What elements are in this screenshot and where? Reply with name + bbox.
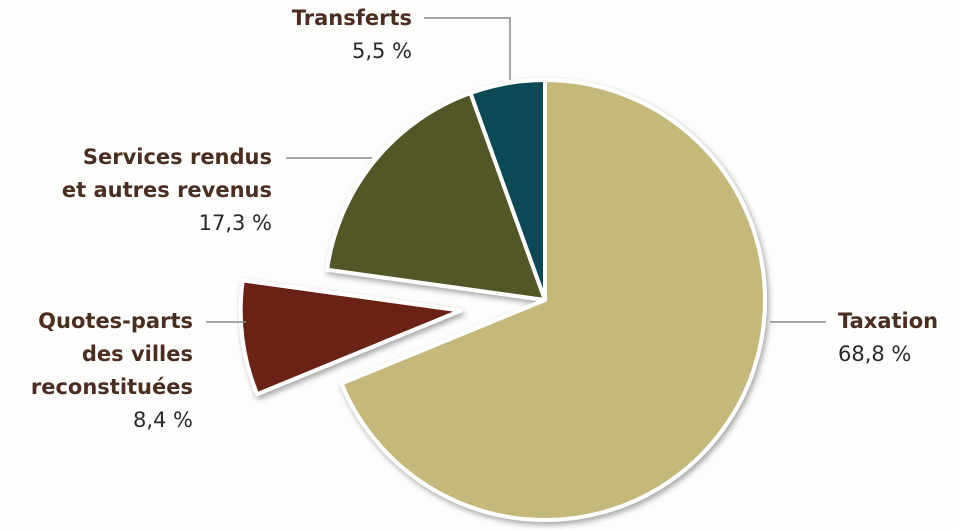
pie — [238, 78, 767, 522]
slice-label: Services rendus et autres revenus 17,3 % — [62, 141, 272, 240]
slice-label: Quotes-parts des villes reconstituées 8,4… — [31, 305, 193, 437]
pie-slice — [325, 91, 547, 302]
slice-label: Transferts 5,5 % — [292, 2, 412, 68]
pie-slice — [339, 78, 767, 522]
value-label: 8,4 % — [132, 408, 193, 432]
value-label: 5,5 % — [351, 39, 412, 63]
value-label: 68,8 % — [838, 342, 912, 366]
pie-slice — [468, 78, 547, 302]
category-label: Quotes-parts des villes reconstituées — [30, 309, 193, 399]
category-label: Taxation — [838, 309, 939, 333]
slice-label: Taxation 68,8 % — [838, 305, 938, 371]
category-label: Transferts — [291, 6, 412, 30]
leaders — [206, 17, 826, 323]
category-label: Services rendus et autres revenus — [61, 145, 272, 202]
pie-slice — [238, 278, 463, 397]
leader-line — [424, 17, 511, 80]
value-label: 17,3 % — [198, 211, 272, 235]
